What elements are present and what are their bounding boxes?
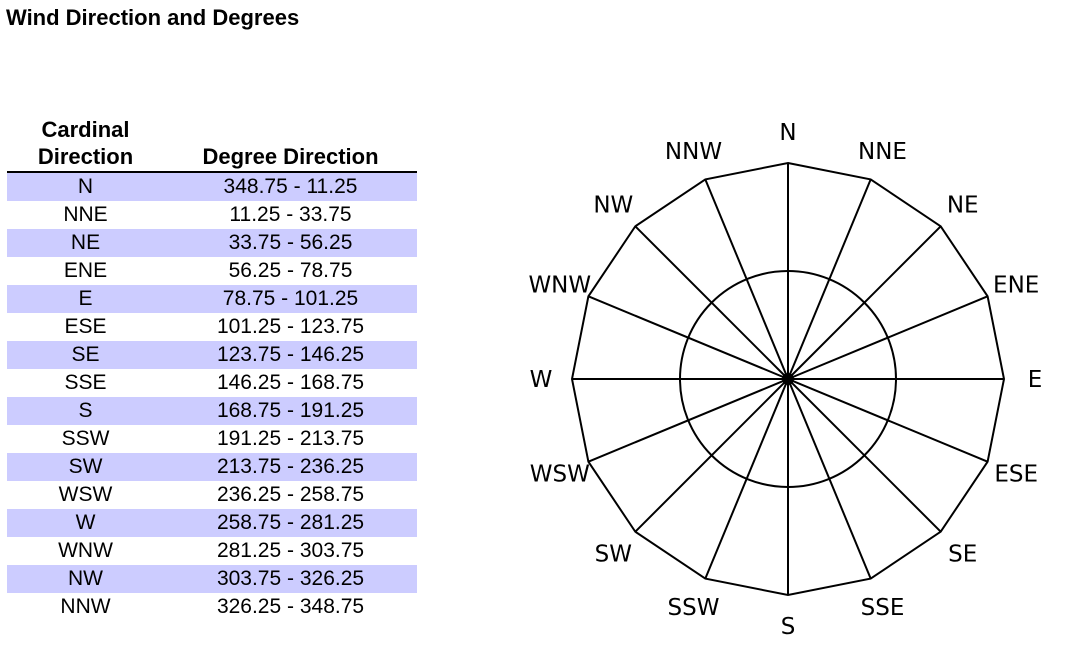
table-body: N 348.75 - 11.25 NNE 11.25 - 33.75 NE 33.75 -… <box>7 172 417 621</box>
compass-label-ne: NE <box>947 192 979 218</box>
degree-range-cell: 213.75 - 236.25 <box>164 453 417 481</box>
compass-label-nnw: NNW <box>665 139 722 165</box>
page-title: Wind Direction and Degrees <box>6 5 300 30</box>
degree-range-cell: 33.75 - 56.25 <box>164 229 417 257</box>
table-row: ESE 101.25 - 123.75 <box>7 313 417 341</box>
table-header-row: Cardinal Direction Degree Direction <box>7 116 417 173</box>
compass-label-e: E <box>1028 367 1043 393</box>
table-row: SE 123.75 - 146.25 <box>7 341 417 369</box>
compass-label-n: N <box>779 120 796 146</box>
degree-range-cell: 348.75 - 11.25 <box>164 172 417 201</box>
cardinal-direction-cell: NE <box>7 229 164 257</box>
compass-label-se: SE <box>948 542 977 568</box>
center-dot <box>782 373 794 385</box>
compass-label-wsw: WSW <box>530 462 590 488</box>
table-row: NE 33.75 - 56.25 <box>7 229 417 257</box>
degree-range-cell: 236.25 - 258.75 <box>216 483 365 506</box>
degree-direction-header: Degree Direction <box>164 116 417 173</box>
spoke-ne <box>787 225 942 380</box>
table-row: S 168.75 - 191.25 <box>7 397 417 425</box>
degree-range-cell: 281.25 - 303.75 <box>216 539 365 562</box>
table-row: W 258.75 - 281.25 <box>7 509 417 537</box>
degree-range-cell: 56.25 - 78.75 <box>228 259 353 282</box>
compass-label-nw: NW <box>593 192 633 218</box>
cardinal-direction-cell: SW <box>7 453 164 481</box>
spoke-nw <box>634 225 789 380</box>
cardinal-direction-cell: NNE <box>63 203 108 226</box>
compass-label-nne: NNE <box>858 139 907 165</box>
table-row: ENE 56.25 - 78.75 <box>7 257 417 285</box>
compass-label-s: S <box>781 614 796 640</box>
degree-range-cell: 303.75 - 326.25 <box>164 565 417 593</box>
degree-range-cell: 326.25 - 348.75 <box>216 595 365 618</box>
degree-range-cell: 168.75 - 191.25 <box>164 397 417 425</box>
compass-rose: N NNE NE ENE E ESE SE SSE S SSW SW WSW W WNW NW NNW <box>490 100 1076 655</box>
cardinal-direction-header: Cardinal Direction <box>7 116 164 173</box>
degree-range-cell: 146.25 - 168.75 <box>216 371 365 394</box>
cardinal-direction-cell: SSE <box>64 371 107 394</box>
table-row: E 78.75 - 101.25 <box>7 285 417 313</box>
spoke-sw <box>634 378 789 533</box>
wind-direction-table: Cardinal Direction Degree Direction N 348… <box>7 116 417 621</box>
table-row: N 348.75 - 11.25 <box>7 172 417 201</box>
spoke-wnw <box>588 295 789 380</box>
cardinal-direction-cell: E <box>7 285 164 313</box>
compass-label-w: W <box>530 367 553 393</box>
cardinal-direction-cell: NNW <box>60 595 111 618</box>
compass-label-ssw: SSW <box>668 595 720 621</box>
table-row: WNW 281.25 - 303.75 <box>7 537 417 565</box>
cardinal-direction-cell: S <box>7 397 164 425</box>
spoke-ese <box>787 378 988 463</box>
table-row: NW 303.75 - 326.25 <box>7 565 417 593</box>
table-row: WSW 236.25 - 258.75 <box>7 481 417 509</box>
spoke-nnw <box>704 179 789 380</box>
compass-label-ese: ESE <box>994 462 1038 488</box>
compass-label-ene: ENE <box>993 273 1039 299</box>
cardinal-direction-cell: W <box>7 509 164 537</box>
table-row: NNE 11.25 - 33.75 <box>7 201 417 229</box>
table-row: SW 213.75 - 236.25 <box>7 453 417 481</box>
cardinal-direction-cell: WNW <box>58 539 113 562</box>
compass-rose-svg: N NNE NE ENE E ESE SE SSE S SSW SW WSW W WNW NW NNW <box>528 120 1043 640</box>
cardinal-direction-cell: ENE <box>63 259 108 282</box>
table-row: SSW 191.25 - 213.75 <box>7 425 417 453</box>
cardinal-direction-cell: ESE <box>64 315 107 338</box>
compass-label-sse: SSE <box>861 595 905 621</box>
cardinal-direction-cell: SSW <box>61 427 110 450</box>
spoke-ene <box>787 295 988 380</box>
degree-range-cell: 78.75 - 101.25 <box>164 285 417 313</box>
degree-range-cell: 258.75 - 281.25 <box>164 509 417 537</box>
cardinal-direction-cell: N <box>7 172 164 201</box>
spoke-nne <box>787 179 872 380</box>
spoke-sse <box>787 378 872 579</box>
cardinal-direction-cell: NW <box>7 565 164 593</box>
spoke-ssw <box>704 378 789 579</box>
degree-range-cell: 11.25 - 33.75 <box>229 203 352 226</box>
table-row: SSE 146.25 - 168.75 <box>7 369 417 397</box>
table-row: NNW 326.25 - 348.75 <box>7 593 417 621</box>
degree-range-cell: 123.75 - 146.25 <box>164 341 417 369</box>
spoke-se <box>787 378 942 533</box>
degree-range-cell: 101.25 - 123.75 <box>216 315 365 338</box>
compass-label-wnw: WNW <box>528 273 591 299</box>
cardinal-direction-cell: SE <box>7 341 164 369</box>
cardinal-direction-cell: WSW <box>58 483 113 506</box>
degree-range-cell: 191.25 - 213.75 <box>216 427 365 450</box>
spoke-wsw <box>588 378 789 463</box>
compass-label-sw: SW <box>595 542 632 568</box>
